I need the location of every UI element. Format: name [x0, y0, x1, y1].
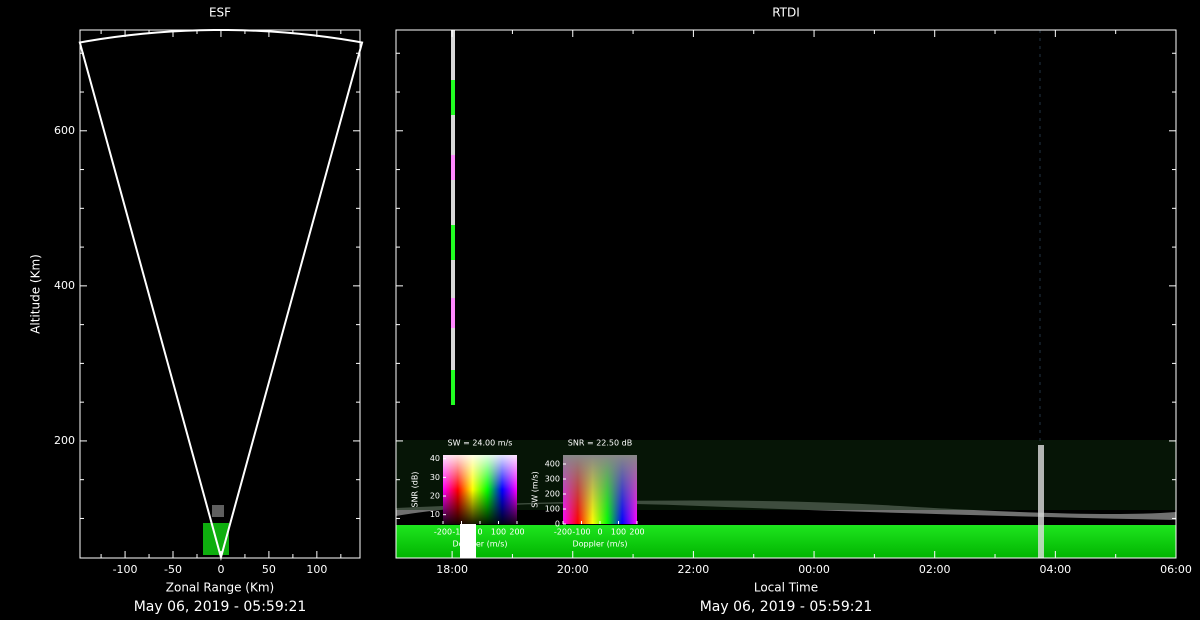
x-tick-label: 100 — [306, 563, 327, 576]
x-tick-label: -100 — [452, 528, 470, 537]
x-tick-label: 200 — [629, 528, 644, 537]
x-tick-label: 06:00 — [1160, 563, 1192, 576]
y-tick-label: 10 — [430, 510, 440, 519]
x-tick-label: -100 — [572, 528, 590, 537]
chart-title: ESF — [209, 6, 231, 20]
y-tick-label: 400 — [545, 460, 560, 469]
x-tick-label: 02:00 — [919, 563, 951, 576]
x-tick-label: 18:00 — [436, 563, 468, 576]
y-tick-label: 300 — [545, 475, 560, 484]
y-tick-label: 600 — [54, 124, 75, 137]
y-tick-label: 200 — [54, 434, 75, 447]
chart-title: SNR = 22.50 dB — [568, 439, 632, 448]
chart-title: SW = 24.00 m/s — [448, 439, 513, 448]
x-tick-label: 00:00 — [798, 563, 830, 576]
y-tick-label: 20 — [430, 492, 440, 501]
y-tick-label: 40 — [430, 454, 440, 463]
colormap-shade — [563, 455, 637, 524]
x-tick-label: 100 — [491, 528, 506, 537]
y-tick-label: 100 — [545, 505, 560, 514]
x-axis-label: Doppler (m/s) — [572, 540, 627, 549]
x-tick-label: 50 — [262, 563, 276, 576]
timestamp: May 06, 2019 - 05:59:21 — [700, 599, 873, 615]
x-tick-label: 200 — [509, 528, 524, 537]
x-axis-label: Local Time — [754, 581, 818, 595]
chart-title: RTDI — [772, 6, 800, 20]
timestamp: May 06, 2019 - 05:59:21 — [134, 599, 307, 615]
x-tick-label: -50 — [164, 563, 182, 576]
x-tick-label: 20:00 — [557, 563, 589, 576]
y-axis-label: SW (m/s) — [531, 471, 540, 507]
y-axis-label: Altitude (Km) — [29, 254, 43, 334]
x-tick-label: 0 — [217, 563, 224, 576]
x-tick-label: -200 — [434, 528, 452, 537]
y-tick-label: 0 — [555, 520, 560, 529]
rtdi-echoes — [396, 30, 1176, 558]
y-tick-label: 30 — [430, 473, 440, 482]
x-tick-label: -100 — [113, 563, 138, 576]
y-axis-label: SNR (dB) — [411, 472, 420, 508]
y-tick-label: 400 — [54, 279, 75, 292]
x-tick-label: 0 — [477, 528, 482, 537]
plot-frame — [79, 29, 361, 559]
plot-frame — [395, 29, 1177, 559]
y-tick-label: 200 — [545, 490, 560, 499]
colormap-shade — [443, 455, 517, 524]
x-axis-label: Doppler (m/s) — [452, 540, 507, 549]
x-tick-label: -200 — [554, 528, 572, 537]
x-tick-label: 04:00 — [1039, 563, 1071, 576]
beam-sector — [78, 28, 364, 562]
x-tick-label: 22:00 — [678, 563, 710, 576]
esf-echoes — [203, 505, 229, 555]
x-axis-label: Zonal Range (Km) — [166, 581, 274, 595]
x-tick-label: 100 — [611, 528, 626, 537]
x-tick-label: 0 — [597, 528, 602, 537]
